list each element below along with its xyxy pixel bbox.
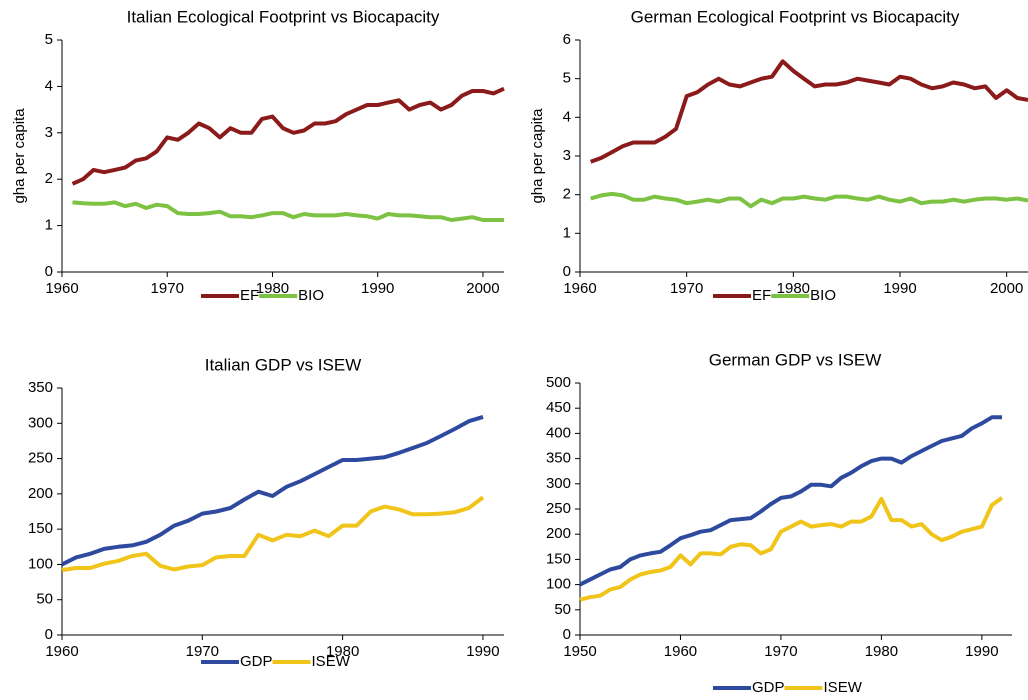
y-tick-label: 350 [546, 450, 571, 467]
x-tick-label: 2000 [466, 280, 499, 297]
series-line [61, 414, 484, 567]
y-tick-label: 3 [45, 124, 53, 141]
y-tick-label: 1 [45, 217, 53, 234]
y-tick-label: 250 [546, 500, 571, 517]
y-tick-label: 2 [563, 186, 571, 203]
y-tick-label: 6 [563, 31, 571, 48]
legend-label: EF [752, 287, 771, 304]
legend-label: BIO [810, 287, 836, 304]
legend-label: ISEW [312, 653, 351, 670]
y-tick-label: 50 [36, 591, 53, 608]
series-line [61, 495, 485, 573]
chart-title: German GDP vs ISEW [709, 350, 882, 369]
y-axis-label: gha per capita [11, 108, 28, 204]
y-tick-label: 0 [563, 263, 571, 280]
chart-title: German Ecological Footprint vs Biocapaci… [631, 7, 960, 26]
series-line [579, 415, 1002, 587]
y-tick-label: 4 [45, 77, 53, 94]
y-tick-label: 350 [28, 379, 53, 396]
y-tick-label: 0 [45, 263, 53, 280]
x-tick-label: 1990 [466, 643, 499, 660]
y-tick-label: 100 [28, 555, 53, 572]
x-tick-label: 1970 [186, 643, 219, 660]
x-tick-label: 1970 [764, 643, 797, 660]
y-tick-label: 5 [563, 70, 571, 87]
y-tick-label: 1 [563, 224, 571, 241]
x-tick-label: 1980 [256, 280, 289, 297]
x-tick-label: 1970 [670, 280, 703, 297]
x-tick-label: 1990 [965, 643, 998, 660]
series-line [590, 59, 1028, 164]
x-tick-label: 1960 [563, 280, 596, 297]
series-line [590, 191, 1028, 209]
x-tick-label: 1980 [326, 643, 359, 660]
y-tick-label: 400 [546, 424, 571, 441]
y-tick-label: 3 [563, 147, 571, 164]
legend-label: GDP [752, 679, 785, 696]
legend-label: EF [240, 287, 259, 304]
chart-title: Italian GDP vs ISEW [205, 355, 362, 374]
y-tick-label: 150 [28, 520, 53, 537]
y-tick-label: 4 [563, 108, 571, 125]
y-tick-label: 2 [45, 170, 53, 187]
legend-label: BIO [298, 287, 324, 304]
y-tick-label: 50 [554, 601, 571, 618]
y-tick-label: 200 [546, 525, 571, 542]
series-line [72, 200, 504, 222]
x-tick-label: 1960 [45, 643, 78, 660]
x-tick-label: 1980 [777, 280, 810, 297]
x-tick-label: 1960 [664, 643, 697, 660]
x-tick-label: 1990 [883, 280, 916, 297]
y-tick-label: 150 [546, 550, 571, 567]
y-tick-label: 500 [546, 374, 571, 391]
x-tick-label: 1950 [563, 643, 596, 660]
legend-label: ISEW [824, 679, 863, 696]
y-tick-label: 0 [563, 626, 571, 643]
x-tick-label: 1960 [45, 280, 78, 297]
chart-title: Italian Ecological Footprint vs Biocapac… [127, 7, 440, 26]
y-tick-label: 450 [546, 399, 571, 416]
x-tick-label: 2000 [990, 280, 1023, 297]
y-tick-label: 5 [45, 31, 53, 48]
series-line [71, 86, 505, 186]
y-tick-label: 100 [546, 576, 571, 593]
y-tick-label: 300 [546, 475, 571, 492]
y-axis-label: gha per capita [529, 108, 546, 204]
y-tick-label: 300 [28, 414, 53, 431]
y-tick-label: 250 [28, 450, 53, 467]
x-tick-label: 1970 [151, 280, 184, 297]
x-tick-label: 1990 [361, 280, 394, 297]
x-tick-label: 1980 [865, 643, 898, 660]
y-tick-label: 200 [28, 485, 53, 502]
legend-label: GDP [240, 653, 273, 670]
series-line [579, 496, 1004, 602]
y-tick-label: 0 [45, 626, 53, 643]
